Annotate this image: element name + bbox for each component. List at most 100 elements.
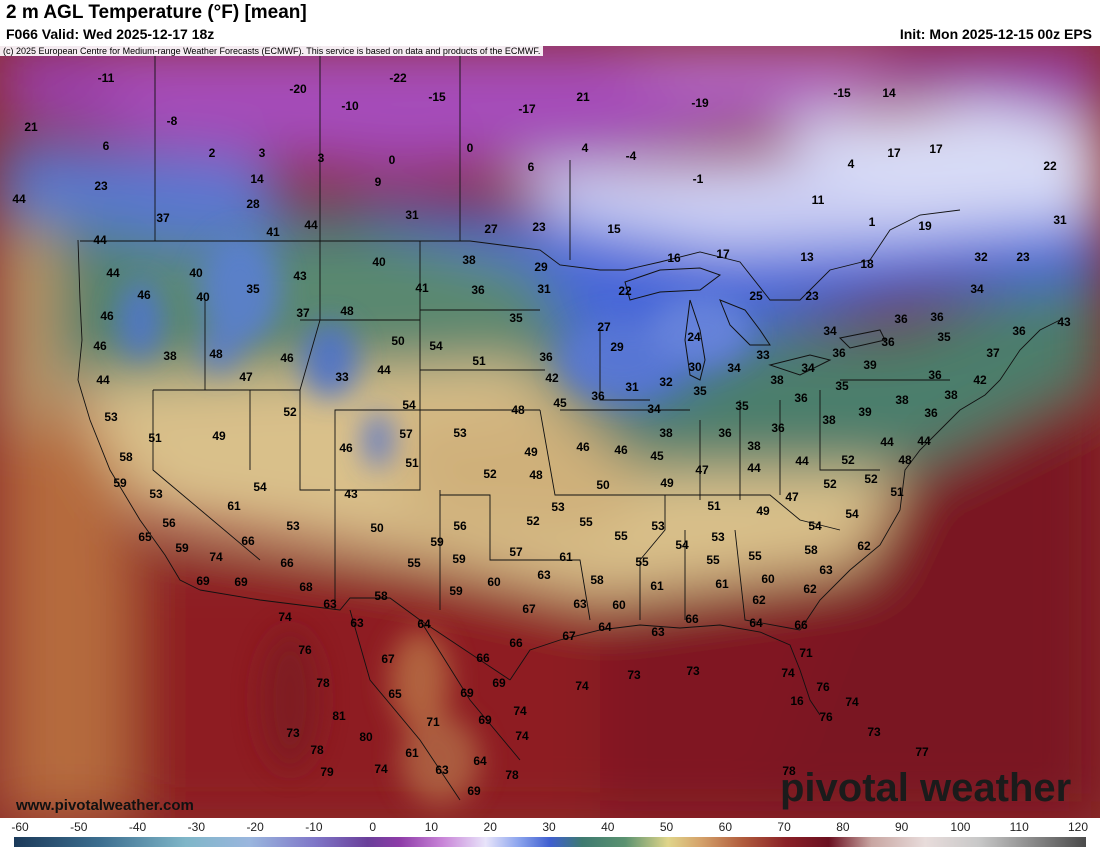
temperature-label: 36 — [718, 426, 732, 440]
temperature-label: 63 — [350, 616, 364, 630]
temperature-label: 39 — [863, 358, 877, 372]
site-url[interactable]: www.pivotalweather.com — [16, 797, 194, 814]
temperature-label: 53 — [551, 500, 565, 514]
temperature-label: 54 — [253, 480, 267, 494]
temperature-label: 69 — [460, 686, 474, 700]
temperature-label: 60 — [487, 575, 501, 589]
legend-tick-label: 40 — [601, 820, 615, 834]
temperature-label: 66 — [280, 556, 294, 570]
temperature-label: 73 — [627, 668, 641, 682]
temperature-label: 58 — [119, 450, 133, 464]
temperature-label: 52 — [864, 472, 878, 486]
temperature-label: 60 — [761, 572, 775, 586]
temperature-label: 34 — [823, 324, 837, 338]
temperature-label: 59 — [452, 552, 466, 566]
temperature-label: 51 — [890, 485, 904, 499]
temperature-label: 56 — [453, 519, 467, 533]
temperature-label: 53 — [651, 519, 665, 533]
temperature-label: 6 — [528, 160, 535, 174]
temperature-label: -15 — [833, 86, 851, 100]
temperature-label: 15 — [607, 222, 621, 236]
temperature-label: 50 — [370, 521, 384, 535]
temperature-label: 36 — [794, 391, 808, 405]
temperature-label: 23 — [532, 220, 546, 234]
temperature-label: 21 — [576, 90, 590, 104]
temperature-label: 76 — [819, 710, 833, 724]
map-header: 2 m AGL Temperature (°F) [mean] F066 Val… — [0, 0, 1100, 46]
legend-tick-label: 60 — [719, 820, 733, 834]
temperature-label: 36 — [539, 350, 553, 364]
temperature-label: 35 — [735, 399, 749, 413]
temperature-label: 2 — [209, 146, 216, 160]
temperature-label: 0 — [389, 153, 396, 167]
temperature-label: 45 — [553, 396, 567, 410]
temperature-label: 38 — [163, 349, 177, 363]
temperature-label: 46 — [339, 441, 353, 455]
temperature-label: 53 — [149, 487, 163, 501]
color-legend: -60 -50 -40 -30 -20 -10 0 10 20 30 40 50 60 70 80 90 100… — [0, 818, 1100, 850]
temperature-label: 74 — [513, 704, 527, 718]
temperature-label: 44 — [880, 435, 894, 449]
temperature-label: -4 — [626, 149, 637, 163]
temperature-label: 48 — [898, 453, 912, 467]
temperature-label: 47 — [785, 490, 799, 504]
temperature-map[interactable]: -11 -20 -22 -15 -17 21 -19 -15 14 21 -8 -10 6 2 3 3 0 0 4-… — [0, 46, 1100, 818]
temperature-label: -20 — [289, 82, 307, 96]
temperature-label: 14 — [882, 86, 896, 100]
temperature-label: 58 — [374, 589, 388, 603]
legend-tick-label: 120 — [1068, 820, 1088, 834]
temperature-label: 44 — [917, 434, 931, 448]
temperature-label: 55 — [579, 515, 593, 529]
temperature-label: 68 — [299, 580, 313, 594]
map-title: 2 m AGL Temperature (°F) [mean] — [6, 2, 307, 23]
temperature-label: 37 — [296, 306, 310, 320]
temperature-label: 17 — [929, 142, 943, 156]
temperature-label: 4 — [582, 141, 589, 155]
temperature-label: 32 — [974, 250, 988, 264]
temperature-label: 43 — [1057, 315, 1071, 329]
temperature-label: 80 — [359, 730, 373, 744]
temperature-label: -15 — [428, 90, 446, 104]
legend-tick-label: 100 — [950, 820, 970, 834]
temperature-label: 36 — [1012, 324, 1026, 338]
temperature-label: 41 — [266, 225, 280, 239]
temperature-label: 36 — [591, 389, 605, 403]
temperature-label: 40 — [372, 255, 386, 269]
temperature-label: 36 — [894, 312, 908, 326]
temperature-label: 14 — [250, 172, 264, 186]
temperature-label: 54 — [675, 538, 689, 552]
temperature-label: 38 — [770, 373, 784, 387]
temperature-label: 61 — [227, 499, 241, 513]
temperature-label: 17 — [716, 247, 730, 261]
legend-tick-label: 30 — [542, 820, 556, 834]
temperature-label: 65 — [138, 530, 152, 544]
temperature-label: 64 — [473, 754, 487, 768]
temperature-label: 61 — [715, 577, 729, 591]
temperature-label: 36 — [924, 406, 938, 420]
temperature-label: 69 — [196, 574, 210, 588]
temperature-label: 3 — [259, 146, 266, 160]
temperature-label: 66 — [509, 636, 523, 650]
great-lakes — [624, 267, 886, 381]
temperature-label: 64 — [417, 617, 431, 631]
temperature-label: 41 — [415, 281, 429, 295]
temperature-label: 44 — [96, 373, 110, 387]
temperature-label: 61 — [559, 550, 573, 564]
temperature-label: 33 — [756, 348, 770, 362]
init-time: Init: Mon 2025-12-15 00z EPS — [899, 26, 1092, 42]
legend-tick-label: 70 — [777, 820, 791, 834]
temperature-label: 48 — [209, 347, 223, 361]
temperature-label: 46 — [576, 440, 590, 454]
temperature-label: 47 — [239, 370, 253, 384]
temperature-label: 37 — [986, 346, 1000, 360]
temperature-label: 77 — [915, 745, 929, 759]
temperature-label: 71 — [799, 646, 813, 660]
temperature-label: 63 — [573, 597, 587, 611]
temperature-label: 55 — [635, 555, 649, 569]
legend-tick-label: 80 — [836, 820, 850, 834]
temperature-label: 36 — [832, 346, 846, 360]
temperature-label: -22 — [389, 71, 407, 85]
state-borders — [77, 46, 1061, 801]
temperature-label: 44 — [747, 461, 761, 475]
